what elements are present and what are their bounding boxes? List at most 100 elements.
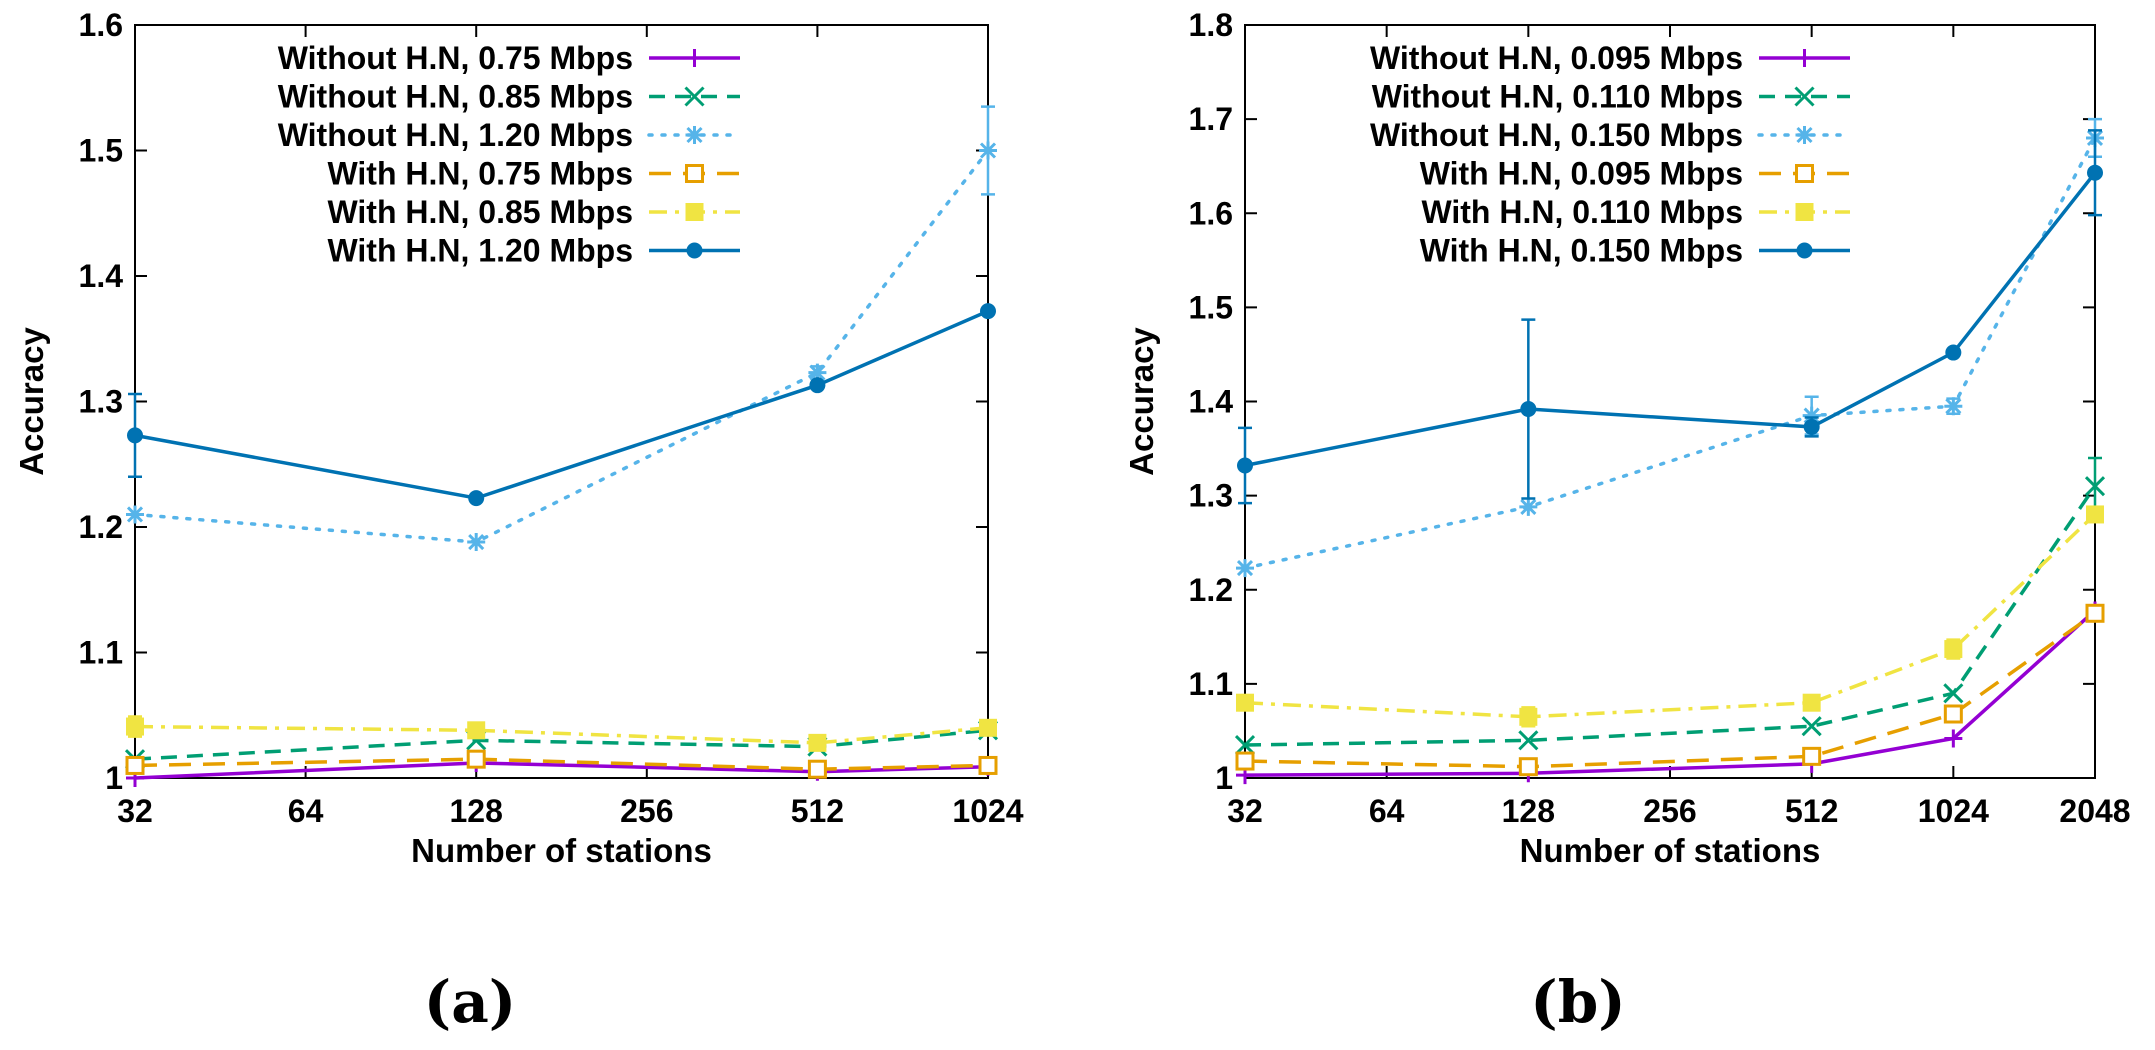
b-data-point xyxy=(2086,505,2104,524)
a-y-axis-label: Accuracy xyxy=(13,327,50,476)
a-x-axis-label: Number of stations xyxy=(411,832,712,869)
a-series-4 xyxy=(126,715,997,752)
a-xtick-label: 32 xyxy=(117,793,153,829)
b-y-axis-label: Accuracy xyxy=(1123,327,1160,476)
b-legend-marker xyxy=(1796,242,1813,259)
b-data-point xyxy=(2084,476,2106,497)
chart-panel-a: 1 1.1 1.2 1.3 1.4 1.5 1.6 32 64 128 256 512 1024 Numb… xyxy=(13,7,1024,869)
a-ytick-label: 1.1 xyxy=(79,635,123,671)
b-data-point xyxy=(1236,559,1254,578)
a-data-point xyxy=(808,363,827,382)
b-legend-label: With H.N, 0.110 Mbps xyxy=(1421,194,1743,230)
a-xtick-label: 64 xyxy=(288,793,324,829)
caption-a: (a) xyxy=(424,968,516,1036)
a-ytick-label: 1 xyxy=(105,760,123,796)
a-ytick-label: 1.4 xyxy=(79,258,124,294)
a-data-point xyxy=(807,759,827,779)
a-series-line xyxy=(134,757,989,771)
b-series-3 xyxy=(1235,603,2105,777)
a-data-point xyxy=(467,721,486,740)
a-data-point xyxy=(126,505,144,524)
a-data-point xyxy=(809,377,826,394)
a-ytick-label: 1.6 xyxy=(79,7,123,43)
b-legend-label: Without H.N, 0.110 Mbps xyxy=(1372,79,1743,115)
b-data-point xyxy=(1801,716,1822,737)
b-ytick-label: 1.2 xyxy=(1189,572,1233,608)
b-xtick-label: 64 xyxy=(1369,793,1405,829)
b-data-point xyxy=(1945,344,1962,361)
b-data-point xyxy=(1234,734,1256,756)
b-series-2 xyxy=(1236,117,2104,578)
a-data-point xyxy=(979,718,997,737)
a-series-0 xyxy=(126,753,997,787)
a-series-line xyxy=(133,148,990,544)
b-series-4 xyxy=(1236,505,2104,728)
b-series-line xyxy=(1244,611,2097,769)
caption-b: (b) xyxy=(1530,968,1625,1036)
b-data-point xyxy=(1518,730,1539,751)
a-legend-label: With H.N, 1.20 Mbps xyxy=(327,233,633,269)
a-legend-label: Without H.N, 0.85 Mbps xyxy=(278,79,633,115)
b-xtick-label: 32 xyxy=(1227,793,1263,829)
b-legend-label: Without H.N, 0.095 Mbps xyxy=(1370,40,1743,76)
a-data-point xyxy=(126,717,144,736)
a-ytick-label: 1.3 xyxy=(79,384,123,420)
b-data-point xyxy=(1802,746,1822,766)
b-series-5 xyxy=(1237,129,2103,505)
a-ytick-label: 1.2 xyxy=(79,509,123,545)
a-xtick-label: 1024 xyxy=(952,793,1023,829)
b-series-0 xyxy=(1236,601,2104,785)
b-series-1 xyxy=(1234,456,2106,756)
a-legend-label: Without H.N, 1.20 Mbps xyxy=(278,117,633,153)
b-ytick-label: 1.6 xyxy=(1189,195,1233,231)
b-data-point xyxy=(1944,640,1963,659)
a-data-point xyxy=(979,141,997,160)
b-data-point xyxy=(1520,401,1537,418)
a-series-line xyxy=(134,309,989,500)
a-data-point xyxy=(808,733,827,752)
b-data-point xyxy=(1944,397,1963,416)
a-legend-marker xyxy=(685,203,704,221)
b-data-point xyxy=(1235,751,1255,771)
b-legend-marker xyxy=(1795,126,1814,144)
a-data-point xyxy=(980,303,996,320)
a-legend-marker xyxy=(685,49,704,67)
b-series-line xyxy=(1244,513,2097,719)
b-data-point xyxy=(1237,457,1253,474)
b-data-point xyxy=(1518,757,1538,777)
a-data-point xyxy=(468,490,485,507)
a-series-3 xyxy=(125,749,998,779)
b-xtick-label: 1024 xyxy=(1918,793,1989,829)
b-legend-label: Without H.N, 0.150 Mbps xyxy=(1370,117,1743,153)
a-legend-label: With H.N, 0.85 Mbps xyxy=(327,194,633,230)
a-legend-marker xyxy=(686,242,703,259)
b-legend-marker xyxy=(1795,164,1814,183)
a-xtick-label: 256 xyxy=(620,793,673,829)
b-legend-marker xyxy=(1794,86,1815,107)
a-data-point xyxy=(466,749,486,769)
b-legend-label: With H.N, 0.095 Mbps xyxy=(1420,156,1743,192)
b-data-point xyxy=(1236,693,1254,712)
b-xtick-label: 128 xyxy=(1502,793,1555,829)
b-ytick-label: 1.1 xyxy=(1189,666,1233,702)
b-xtick-label: 256 xyxy=(1643,793,1696,829)
b-data-point xyxy=(1944,729,1963,748)
b-data-point xyxy=(1803,418,1820,435)
a-ytick-label: 1.5 xyxy=(79,133,123,169)
b-ytick-label: 1.7 xyxy=(1189,101,1233,137)
a-legend-label: With H.N, 0.75 Mbps xyxy=(327,156,633,192)
a-series-line xyxy=(134,728,989,761)
b-data-point xyxy=(1802,406,1821,425)
a-data-point xyxy=(125,755,145,775)
b-legend-marker xyxy=(1795,203,1814,221)
a-series-line xyxy=(134,761,989,780)
a-legend-marker xyxy=(685,164,704,183)
b-data-point xyxy=(2085,603,2105,623)
b-data-point xyxy=(1943,683,1964,704)
b-data-point xyxy=(2087,164,2103,181)
a-xtick-label: 128 xyxy=(450,793,503,829)
chart-panel-b: 1 1.1 1.2 1.3 1.4 1.5 1.6 1.7 1.8 32 64 128 256 512 10… xyxy=(1123,7,2131,869)
